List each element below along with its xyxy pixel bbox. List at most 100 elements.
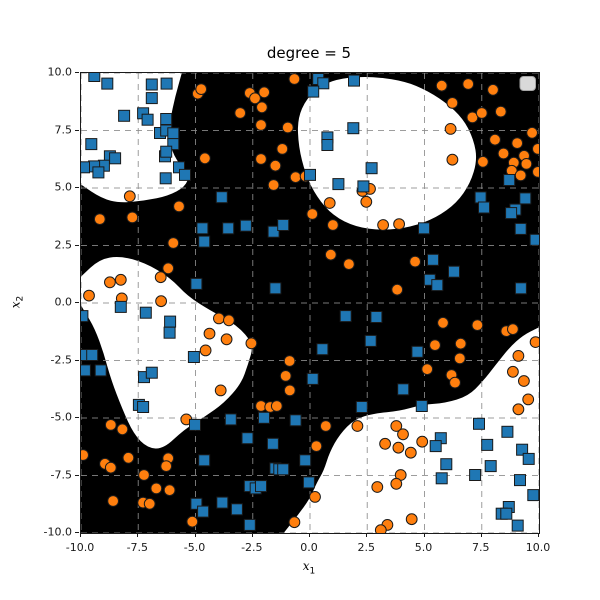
data-point-circle (507, 323, 519, 336)
data-point-square (241, 432, 254, 445)
data-point-circle (416, 435, 429, 448)
data-point-circle (214, 384, 227, 397)
data-point-circle (494, 105, 507, 118)
x-tick-mark (538, 533, 539, 537)
data-point-circle (511, 137, 524, 149)
data-point-square (431, 279, 444, 292)
data-point-square (109, 152, 122, 165)
data-point-circle (281, 121, 294, 134)
data-point-square (289, 414, 302, 427)
y-tick-label: -7.5 (50, 468, 72, 481)
y-tick-label: 5.0 (54, 180, 73, 194)
data-point-circle (522, 393, 535, 406)
data-point-circle (409, 255, 422, 268)
data-point-circle (234, 107, 247, 119)
data-point-square (411, 345, 424, 358)
data-point-circle (507, 365, 519, 378)
data-point-circle (520, 158, 533, 170)
data-point-circle (404, 446, 417, 459)
data-point-circle (454, 337, 467, 350)
data-point-square (81, 310, 89, 323)
data-point-circle (323, 197, 336, 209)
x-tick-label: 0.0 (300, 541, 318, 554)
y-tick-mark (75, 72, 79, 73)
plot-svg (81, 73, 539, 533)
data-point-square (216, 496, 229, 509)
data-point-circle (391, 283, 404, 296)
data-point-circle (256, 101, 268, 114)
data-point-square (302, 476, 315, 489)
data-point-square (304, 168, 316, 181)
data-point-circle (104, 276, 116, 289)
x-tick-mark (194, 533, 196, 537)
data-point-square (522, 452, 535, 465)
data-point-circle (405, 513, 418, 526)
data-point-circle (526, 126, 539, 139)
data-point-square (258, 411, 270, 424)
data-point-square (317, 77, 330, 90)
data-point-circle (475, 107, 488, 119)
data-point-square (196, 222, 209, 235)
data-point-square (92, 166, 105, 179)
y-tick-mark (75, 244, 79, 246)
data-point-square (469, 469, 482, 481)
data-point-circle (371, 481, 384, 493)
chart-title: degree = 5 (266, 44, 352, 62)
y-tick-mark (75, 359, 79, 361)
data-point-circle (449, 376, 461, 389)
data-point-circle (249, 92, 261, 105)
data-point-circle (123, 190, 136, 203)
data-point-square (139, 306, 152, 319)
data-point-square (164, 315, 177, 328)
x-tick-label: 2.5 (357, 541, 376, 554)
data-point-square (397, 383, 410, 396)
data-point-circle (446, 97, 459, 109)
data-point-circle (154, 271, 167, 284)
data-point-circle (437, 316, 449, 329)
data-point-circle (529, 336, 539, 348)
data-point-square (473, 417, 485, 430)
data-point-circle (114, 273, 127, 286)
data-point-square (163, 326, 176, 339)
data-point-circle (93, 213, 106, 226)
data-point-square (94, 364, 107, 377)
data-point-square (215, 191, 228, 204)
data-point-circle (186, 515, 199, 528)
data-point-circle (288, 516, 301, 529)
data-point-square (514, 282, 527, 295)
data-point-circle (116, 423, 129, 436)
data-point-square (145, 366, 158, 379)
data-point-square (440, 458, 453, 471)
data-point-square (474, 191, 487, 204)
data-point-square (198, 235, 211, 248)
data-point-square (277, 463, 290, 476)
data-point-circle (477, 155, 489, 168)
x-tick-label: -5.0 (183, 541, 206, 554)
data-point-circle (199, 344, 212, 357)
data-point-circle (377, 219, 390, 231)
y-tick-label: 2.5 (54, 238, 73, 251)
data-point-square (230, 503, 243, 516)
data-point-square (348, 74, 360, 87)
data-point-square (503, 174, 516, 186)
data-point-circle (220, 333, 233, 346)
data-point-circle (379, 437, 392, 450)
data-point-circle (532, 143, 539, 155)
y-tick-label: 0.0 (54, 295, 73, 309)
data-point-square (243, 518, 256, 531)
data-point-square (88, 73, 101, 82)
x-axis-label: x1 (302, 559, 316, 577)
data-point-square (339, 310, 352, 323)
data-point-square (266, 437, 279, 450)
data-point-circle (173, 200, 185, 213)
data-point-square (355, 401, 368, 413)
decision-region-bottom-right-blob (283, 327, 539, 533)
data-point-circle (327, 219, 339, 231)
data-point-square (316, 343, 329, 356)
data-point-circle (138, 469, 150, 481)
data-point-circle (213, 312, 225, 325)
data-point-circle (155, 295, 167, 308)
data-point-circle (167, 237, 180, 249)
y-tick-label: 7.5 (54, 123, 73, 136)
data-point-circle (487, 83, 499, 96)
